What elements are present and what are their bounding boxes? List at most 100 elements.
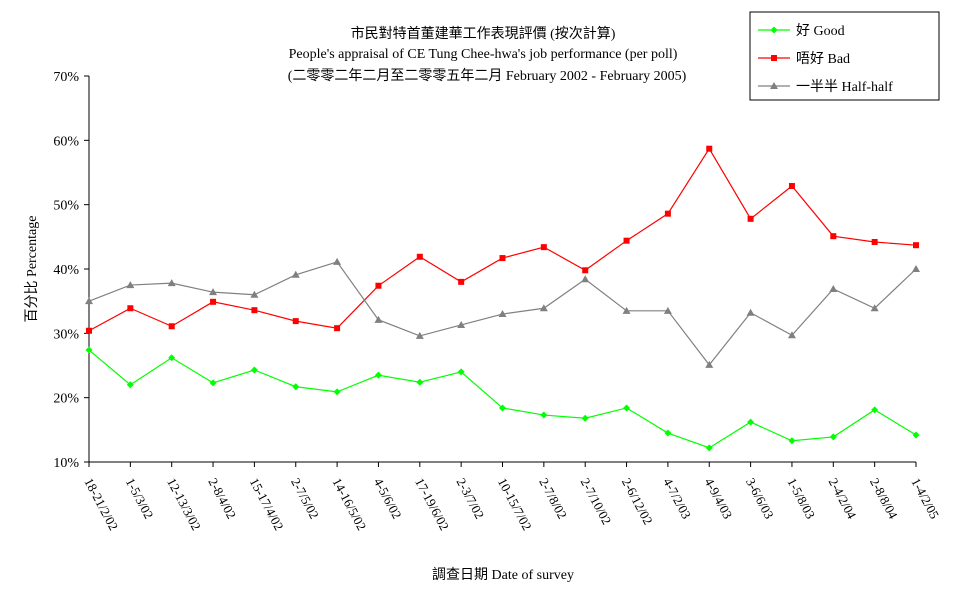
x-tick-label: 10-15/7/02 xyxy=(495,475,535,532)
data-point-half-half xyxy=(374,315,383,323)
data-point-half-half xyxy=(167,279,176,287)
data-point-half-half xyxy=(498,310,507,318)
x-tick-label: 1-4/2/05 xyxy=(908,475,942,521)
data-point-good xyxy=(623,404,631,412)
series-good xyxy=(85,346,920,452)
data-point-bad xyxy=(788,183,795,190)
x-tick-label: 4-7/2/03 xyxy=(660,475,694,521)
data-point-half-half xyxy=(539,304,548,312)
data-point-bad xyxy=(871,238,878,245)
x-tick-label: 2-4/2/04 xyxy=(826,475,860,521)
chart-subtitle: People's appraisal of CE Tung Chee-hwa's… xyxy=(289,47,678,62)
data-point-half-half xyxy=(415,331,424,339)
data-point-bad xyxy=(416,253,423,260)
x-axis-label: 調查日期 Date of survey xyxy=(432,567,574,583)
legend-item-half-half: 一半半 Half-half xyxy=(758,79,893,95)
data-point-half-half xyxy=(622,306,631,314)
data-point-bad xyxy=(623,237,630,244)
data-point-half-half xyxy=(126,281,135,289)
legend-item-bad: 唔好 Bad xyxy=(758,51,850,67)
data-point-good xyxy=(250,366,258,374)
x-tick-label: 2-8/8/04 xyxy=(867,475,901,521)
y-tick-label: 20% xyxy=(53,392,79,407)
data-point-bad xyxy=(458,278,465,285)
data-point-good xyxy=(416,378,424,386)
x-tick-label: 12-13/3/02 xyxy=(164,475,204,532)
data-point-bad xyxy=(913,242,919,249)
data-point-bad xyxy=(771,55,777,61)
data-point-good xyxy=(85,346,93,354)
data-point-good xyxy=(126,381,134,389)
data-point-half-half xyxy=(457,320,466,328)
data-point-good xyxy=(664,429,672,437)
data-point-bad xyxy=(747,215,754,222)
y-tick-label: 30% xyxy=(53,327,79,342)
y-tick-label: 40% xyxy=(53,263,79,278)
data-point-bad xyxy=(830,233,837,240)
legend-item-good: 好 Good xyxy=(758,23,845,39)
x-tick-label: 1-5/8/03 xyxy=(784,475,818,521)
data-point-half-half xyxy=(870,304,879,312)
series-line-good xyxy=(88,349,917,449)
data-point-good xyxy=(292,383,300,391)
data-point-good xyxy=(770,26,778,34)
data-point-good xyxy=(581,414,589,422)
series-half-half xyxy=(85,257,920,368)
x-tick-label: 2-7/10/02 xyxy=(578,475,615,527)
data-point-bad xyxy=(168,323,175,330)
data-point-half-half xyxy=(209,288,218,296)
legend-label: 唔好 Bad xyxy=(796,51,850,67)
data-point-half-half xyxy=(291,270,300,278)
data-point-half-half xyxy=(746,308,755,316)
legend-label: 一半半 Half-half xyxy=(796,79,893,95)
data-point-bad xyxy=(540,244,547,251)
data-point-half-half xyxy=(705,360,714,368)
legend: 好 Good 唔好 Bad 一半半 Half-half xyxy=(749,11,940,101)
data-point-half-half xyxy=(912,265,920,272)
data-point-bad xyxy=(706,145,713,152)
x-tick-label: 4-5/6/02 xyxy=(371,475,405,521)
data-point-good xyxy=(374,371,382,379)
data-point-bad xyxy=(251,307,258,314)
x-tick-label: 17-19/6/02 xyxy=(412,475,452,532)
data-point-bad xyxy=(292,318,299,325)
y-axis-label: 百分比 Percentage xyxy=(24,216,40,323)
series-bad xyxy=(86,145,919,334)
data-point-good xyxy=(168,354,176,362)
data-point-good xyxy=(871,406,879,414)
data-point-bad xyxy=(375,282,382,289)
data-point-bad xyxy=(664,210,671,217)
x-tick-label: 15-17/4/02 xyxy=(247,475,287,532)
x-tick-label: 2-3/7/02 xyxy=(454,475,488,521)
legend-label: 好 Good xyxy=(796,23,845,39)
data-point-bad xyxy=(210,298,217,305)
x-tick-label: 4-9/4/03 xyxy=(702,475,736,521)
data-point-half-half xyxy=(85,297,93,305)
data-point-bad xyxy=(127,305,134,312)
data-point-good xyxy=(912,431,920,439)
data-point-good xyxy=(747,418,755,426)
data-point-good xyxy=(333,388,341,396)
x-tick-label: 2-8/4/02 xyxy=(205,475,239,521)
chart-subtitle-dates: (二零零二年二月至二零零五年二月 February 2002 - Februar… xyxy=(288,68,687,84)
data-point-good xyxy=(209,379,217,387)
data-point-good xyxy=(499,404,506,412)
x-tick-label: 3-6/6/03 xyxy=(743,475,777,521)
y-tick-label: 70% xyxy=(53,70,79,85)
x-tick-label: 18-21/2/02 xyxy=(81,475,121,532)
data-point-good xyxy=(705,444,713,452)
data-point-half-half xyxy=(250,290,259,298)
y-tick-label: 60% xyxy=(53,134,79,149)
x-tick-label: 2-6/12/02 xyxy=(619,475,656,527)
x-tick-label: 1-5/3/02 xyxy=(123,475,157,521)
y-tick-label: 50% xyxy=(53,199,79,214)
data-point-half-half xyxy=(770,82,778,89)
data-point-good xyxy=(540,411,548,419)
data-point-half-half xyxy=(663,306,672,314)
x-tick-label: 14-16/5/02 xyxy=(329,475,369,532)
data-point-good xyxy=(457,368,465,376)
data-point-half-half xyxy=(829,284,838,292)
data-point-bad xyxy=(334,325,341,332)
data-point-half-half xyxy=(333,257,342,265)
